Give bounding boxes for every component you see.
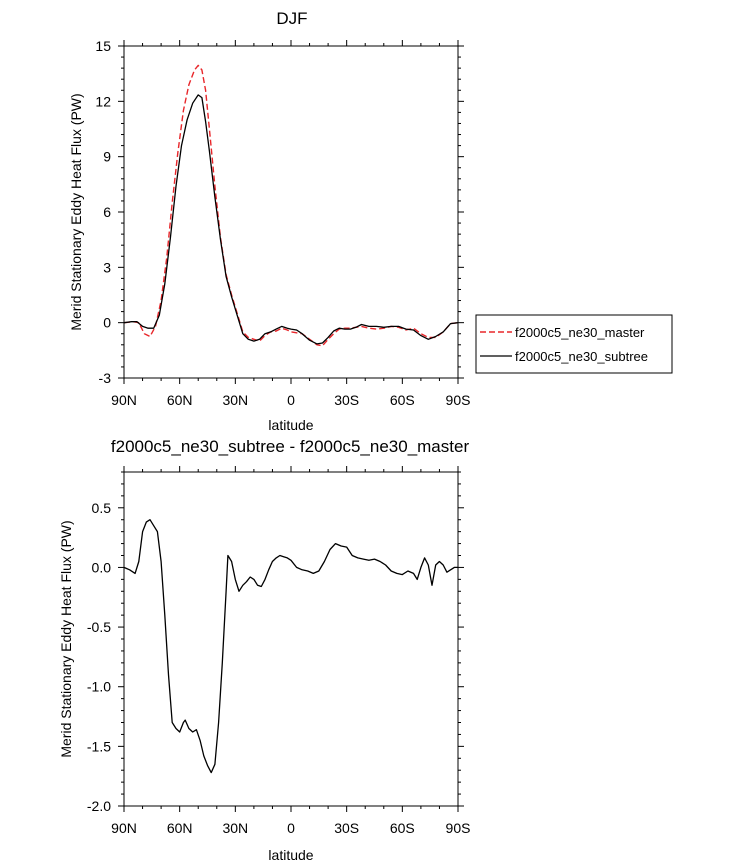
top-series-lines (123, 64, 459, 347)
top-x-tick-label: 90N (111, 392, 137, 408)
bottom-y-tick-label: 0.0 (92, 559, 112, 575)
bottom-y-tick-label: -0.5 (87, 619, 111, 635)
legend: f2000c5_ne30_master f2000c5_ne30_subtree (475, 314, 673, 374)
top-x-tick-label: 90S (446, 392, 471, 408)
top-y-tick-label: 12 (95, 93, 111, 109)
bottom-x-tick-label: 30S (334, 820, 359, 836)
bottom-plot-frame (123, 471, 459, 807)
top-chart-title: DJF (276, 9, 307, 28)
legend-box (475, 314, 673, 374)
bottom-y-tick-label: 0.5 (92, 500, 112, 516)
top-y-tick-label: -3 (99, 370, 112, 386)
legend-label-subtree: f2000c5_ne30_subtree (515, 349, 648, 364)
bottom-chart-title: f2000c5_ne30_subtree - f2000c5_ne30_mast… (111, 437, 470, 456)
top-y-tick-labels: -3 0 3 6 9 12 15 (95, 38, 111, 386)
bottom-x-tick-label: 30N (222, 820, 248, 836)
top-x-tick-label: 60S (390, 392, 415, 408)
legend-label-master: f2000c5_ne30_master (515, 325, 645, 340)
bottom-y-tick-label: -2.0 (87, 798, 111, 814)
top-y-tick-label: 15 (95, 38, 111, 54)
top-panel: DJF 90N 60N 30N 0 30S 60S 90S -3 0 3 6 9 12 15 latit… (68, 9, 470, 433)
top-axis-ticks (118, 40, 464, 384)
bottom-x-tick-label: 0 (287, 820, 295, 836)
bottom-x-axis-label: latitude (268, 847, 313, 863)
top-y-axis-label: Merid Stationary Eddy Heat Flux (PW) (68, 93, 84, 330)
top-x-axis-label: latitude (268, 417, 313, 433)
bottom-x-tick-label: 90S (446, 820, 471, 836)
bottom-x-tick-label: 90N (111, 820, 137, 836)
bottom-series-lines (123, 519, 458, 774)
top-y-tick-label: 6 (103, 204, 111, 220)
top-x-tick-label: 60N (167, 392, 193, 408)
bottom-y-tick-labels: -2.0 -1.5 -1.0 -0.5 0.0 0.5 (87, 500, 111, 814)
bottom-y-tick-label: -1.5 (87, 738, 111, 754)
top-x-tick-label: 0 (287, 392, 295, 408)
top-y-tick-label: 9 (103, 149, 111, 165)
bottom-x-tick-label: 60S (390, 820, 415, 836)
top-y-tick-label: 3 (103, 259, 111, 275)
bottom-y-tick-label: -1.0 (87, 679, 111, 695)
bottom-panel: f2000c5_ne30_subtree - f2000c5_ne30_mast… (58, 437, 470, 863)
top-x-tick-label: 30N (222, 392, 248, 408)
top-series-line-f2000c5-ne30-subtree (123, 94, 459, 345)
bottom-x-tick-labels: 90N 60N 30N 0 30S 60S 90S (111, 820, 470, 836)
top-y-tick-label: 0 (103, 315, 111, 331)
top-x-tick-labels: 90N 60N 30N 0 30S 60S 90S (111, 392, 470, 408)
top-x-tick-label: 30S (334, 392, 359, 408)
bottom-y-axis-label: Merid Stationary Eddy Heat Flux (PW) (58, 520, 74, 757)
top-plot-frame (123, 45, 459, 379)
bottom-series-line-difference (123, 519, 458, 774)
bottom-x-tick-label: 60N (167, 820, 193, 836)
bottom-axis-ticks (118, 466, 464, 812)
